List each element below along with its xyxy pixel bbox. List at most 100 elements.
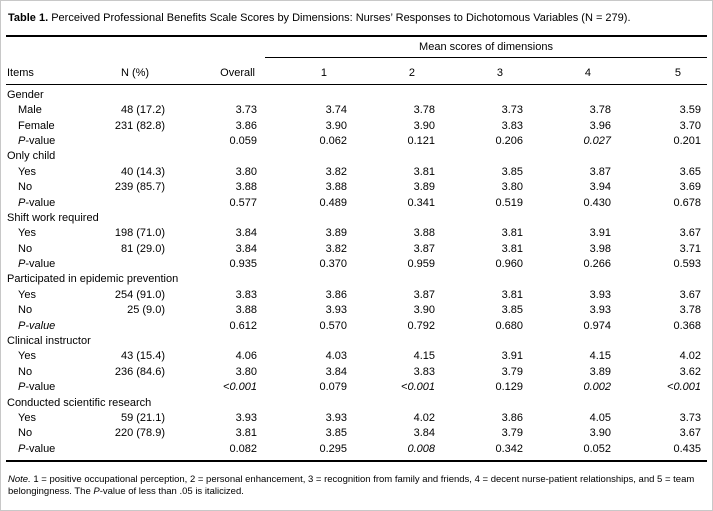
group-label: Clinical instructor [7,335,91,348]
dimension-3-value: 0.680 [495,319,523,332]
data-row: Male 48 (17.2) 3.73 3.74 3.78 3.73 3.78 3.59 [6,103,707,118]
overall-value: 3.80 [235,165,257,178]
row-label: No [18,427,33,440]
group-header-row: Clinical instructor [6,334,707,349]
p-italic: P [18,134,26,147]
dimension-4-value: 3.91 [589,227,611,240]
dimension-5-value: <0.001 [667,381,701,394]
dimension-4-value: 3.90 [589,427,611,440]
row-n-percent: 231 (82.8) [114,119,165,132]
dimension-4-value: 0.052 [583,442,611,455]
dimension-5-value: 3.67 [679,227,701,240]
dimension-5-value: 0.678 [673,196,701,209]
data-row: P-value 0.612 0.570 0.792 0.680 0.974 0.368 [6,318,707,333]
dimension-5-value: 3.70 [679,119,701,132]
row-n-percent: 236 (84.6) [114,365,165,378]
row-label: Yes [18,165,36,178]
group-header-row: Conducted scientific research [6,395,707,410]
dimension-5-value: 0.201 [673,134,701,147]
row-label: Yes [18,227,36,240]
overall-value: 0.612 [229,319,257,332]
overall-value: <0.001 [223,381,257,394]
dimension-5-value: 3.78 [679,304,701,317]
row-n-percent: 220 (78.9) [114,427,165,440]
dimension-2-value: 3.88 [413,227,435,240]
dimension-1-value: 3.84 [325,365,347,378]
overall-value: 3.84 [235,227,257,240]
dimension-5-value: 0.435 [673,442,701,455]
table-caption-label: Table 1. [8,12,49,24]
row-label: P-value [18,196,56,209]
dimension-2-value: 3.84 [413,427,435,440]
dimension-5-value: 3.71 [679,242,701,255]
row-n-percent: 198 (71.0) [114,227,165,240]
data-row: No 81 (29.0) 3.84 3.82 3.87 3.81 3.98 3.71 [6,242,707,257]
data-row: P-value 0.059 0.062 0.121 0.206 0.027 0.201 [6,134,707,149]
dimension-3-value: 3.80 [501,181,523,194]
overall-value: 3.83 [235,288,257,301]
dimension-1-value: 0.079 [319,381,347,394]
data-row: No 220 (78.9) 3.81 3.85 3.84 3.79 3.90 3.67 [6,426,707,441]
overall-value: 3.88 [235,304,257,317]
row-n-percent [101,380,169,395]
row-label: P-value [18,442,56,455]
dimension-3-value: 3.83 [501,119,523,132]
row-n-percent: 48 (17.2) [120,104,165,117]
row-label: No [18,304,33,317]
dimension-2-value: 0.341 [407,196,435,209]
dimension-1-value: 3.88 [325,181,347,194]
dimension-1-value: 3.93 [325,412,347,424]
dimension-1-value: 4.03 [325,350,347,363]
dimension-2-value: 3.87 [413,288,435,301]
row-label: No [18,365,33,378]
row-n-percent: 254 (91.0) [114,288,165,301]
dimension-4-value: 0.974 [583,319,611,332]
dimension-4-value: 4.05 [589,412,611,424]
overall-value: 0.082 [229,442,257,455]
data-row: No 25 (9.0) 3.88 3.93 3.90 3.85 3.93 3.78 [6,303,707,318]
group-header-row: Participated in epidemic prevention [6,272,707,287]
dimension-4-value: 3.93 [589,288,611,301]
dimension-1-value: 3.82 [325,242,347,255]
dimension-3-value: 3.81 [501,288,523,301]
column-header-dim-1: 1 [265,57,353,85]
dimension-3-value: 3.85 [501,304,523,317]
column-header-dim-3: 3 [441,57,529,85]
dimension-2-value: 3.89 [413,181,435,194]
row-n-percent: 40 (14.3) [120,165,165,178]
dimension-2-value: 3.90 [413,119,435,132]
empty-header-cell [101,36,169,58]
row-n-percent: 25 (9.0) [127,304,165,317]
dimension-1-value: 0.062 [319,134,347,147]
column-header-row: Items N (%) Overall 1 2 3 4 5 [6,57,707,85]
data-row: P-value 0.935 0.370 0.959 0.960 0.266 0.593 [6,257,707,272]
row-n-percent [101,318,169,333]
dimension-3-value: 3.86 [501,412,523,424]
dimension-2-value: 0.959 [407,258,435,271]
dimension-3-value: 3.85 [501,165,523,178]
dimension-4-value: 3.96 [589,119,611,132]
overall-value: 3.80 [235,365,257,378]
data-row: Yes 59 (21.1) 3.93 3.93 4.02 3.86 4.05 3.73 [6,411,707,426]
row-label: No [18,242,33,255]
dimension-4-value: 3.98 [589,242,611,255]
dimension-5-value: 3.62 [679,365,701,378]
dimensions-span-header: Mean scores of dimensions [265,36,707,58]
row-label: P-value [18,381,56,394]
benefits-scale-table: Mean scores of dimensions Items N (%) Ov… [6,35,707,462]
group-label: Shift work required [7,211,99,224]
dimension-4-value: 0.002 [583,381,611,394]
data-row: No 239 (85.7) 3.88 3.88 3.89 3.80 3.94 3.69 [6,180,707,195]
table-body: Gender Male 48 (17.2) 3.73 3.74 3.78 3.73 3.78 3… [6,85,707,461]
dimension-3-value: 3.79 [501,427,523,440]
column-header-items: Items [6,57,101,85]
data-row: Yes 43 (15.4) 4.06 4.03 4.15 3.91 4.15 4.02 [6,349,707,364]
table-caption-text: Perceived Professional Benefits Scale Sc… [48,12,631,24]
note-part: 1 = positive occupational perception, 2 … [8,473,695,497]
dimension-3-value: 0.960 [495,258,523,271]
dimension-5-value: 0.593 [673,258,701,271]
dimension-3-value: 0.519 [495,196,523,209]
column-header-overall: Overall [169,57,265,85]
dimension-1-value: 0.295 [319,442,347,455]
